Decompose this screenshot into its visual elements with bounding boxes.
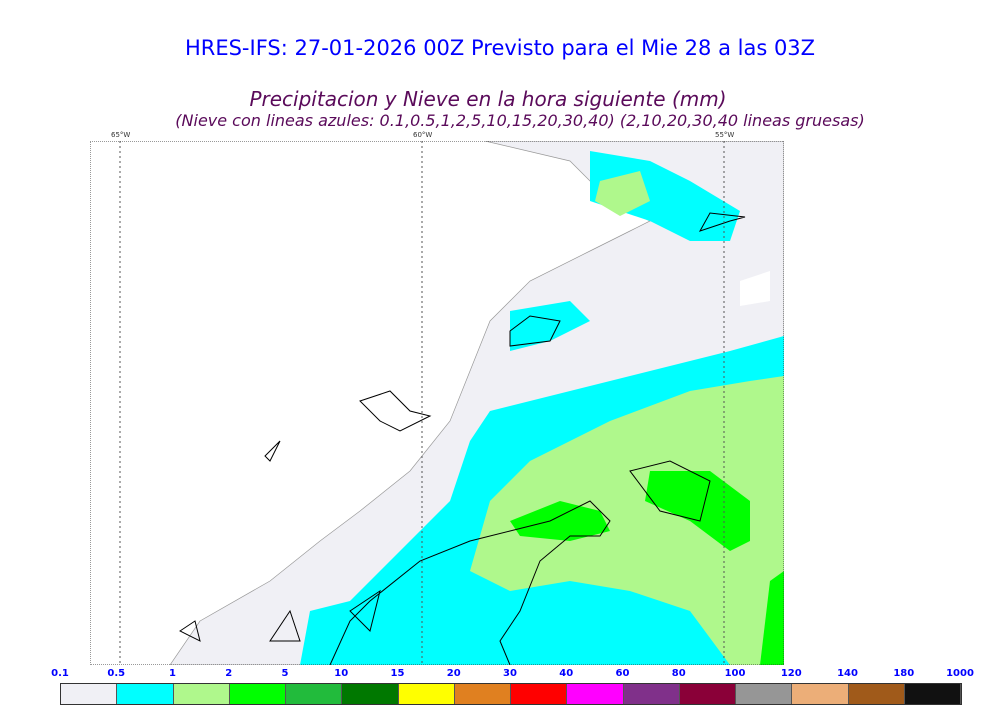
legend-label: 1000 [946, 668, 974, 679]
legend-label: 15 [390, 668, 405, 679]
legend-label: 10 [334, 668, 349, 679]
legend-label: 40 [559, 668, 574, 679]
legend-label: 5 [281, 668, 289, 679]
legend-swatch [567, 684, 624, 704]
legend-swatch [454, 684, 511, 704]
legend-swatch [286, 684, 343, 704]
legend-swatch [623, 684, 680, 704]
precip-area-cyan [590, 151, 740, 241]
precip-area-green [510, 501, 610, 541]
legend-label: 0.1 [51, 668, 69, 679]
legend-label: 100 [724, 668, 746, 679]
legend-label: 0.5 [107, 668, 126, 679]
legend-label: 140 [837, 668, 858, 679]
legend-label: 30 [503, 668, 517, 679]
lon-label: 65°W [111, 131, 131, 139]
lon-label: 55°W [715, 131, 735, 139]
legend-swatch [679, 684, 736, 704]
coastline [179, 212, 746, 665]
precip-area-lightgreen [470, 376, 784, 665]
forecast-title: HRES-IFS: 27-01-2026 00Z Previsto para e… [184, 36, 816, 60]
legend-swatch [511, 684, 568, 704]
precip-area-cyan [510, 301, 590, 351]
precip-area-green [760, 571, 784, 665]
lon-label: 60°W [413, 131, 433, 139]
legend-swatch [904, 684, 961, 704]
legend-swatch [736, 684, 793, 704]
legend-label: 20 [446, 668, 461, 679]
legend-label: 2 [225, 668, 233, 679]
legend-swatch [792, 684, 849, 704]
legend-swatch [117, 684, 174, 704]
precip-area-lightgreen [595, 171, 650, 216]
precipitation-map [90, 141, 784, 665]
legend-swatch [848, 684, 905, 704]
legend-swatch [61, 684, 118, 704]
legend-swatch [398, 684, 455, 704]
legend-label: 60 [615, 668, 630, 679]
meridian-lines [119, 141, 725, 665]
legend-label: 1 [169, 668, 176, 679]
legend-label: 180 [893, 668, 915, 679]
legend-swatch [229, 684, 286, 704]
legend-label: 120 [780, 668, 802, 679]
legend-swatch [342, 684, 399, 704]
legend-label: 80 [671, 668, 686, 679]
legend-swatch [173, 684, 230, 704]
legend-colorbar [60, 683, 962, 705]
chart-subtitle: Precipitacion y Nieve en la hora siguien… [249, 87, 727, 111]
chart-subtitle-2: (Nieve con lineas azules: 0.1,0.5,1,2,5,… [175, 111, 865, 130]
